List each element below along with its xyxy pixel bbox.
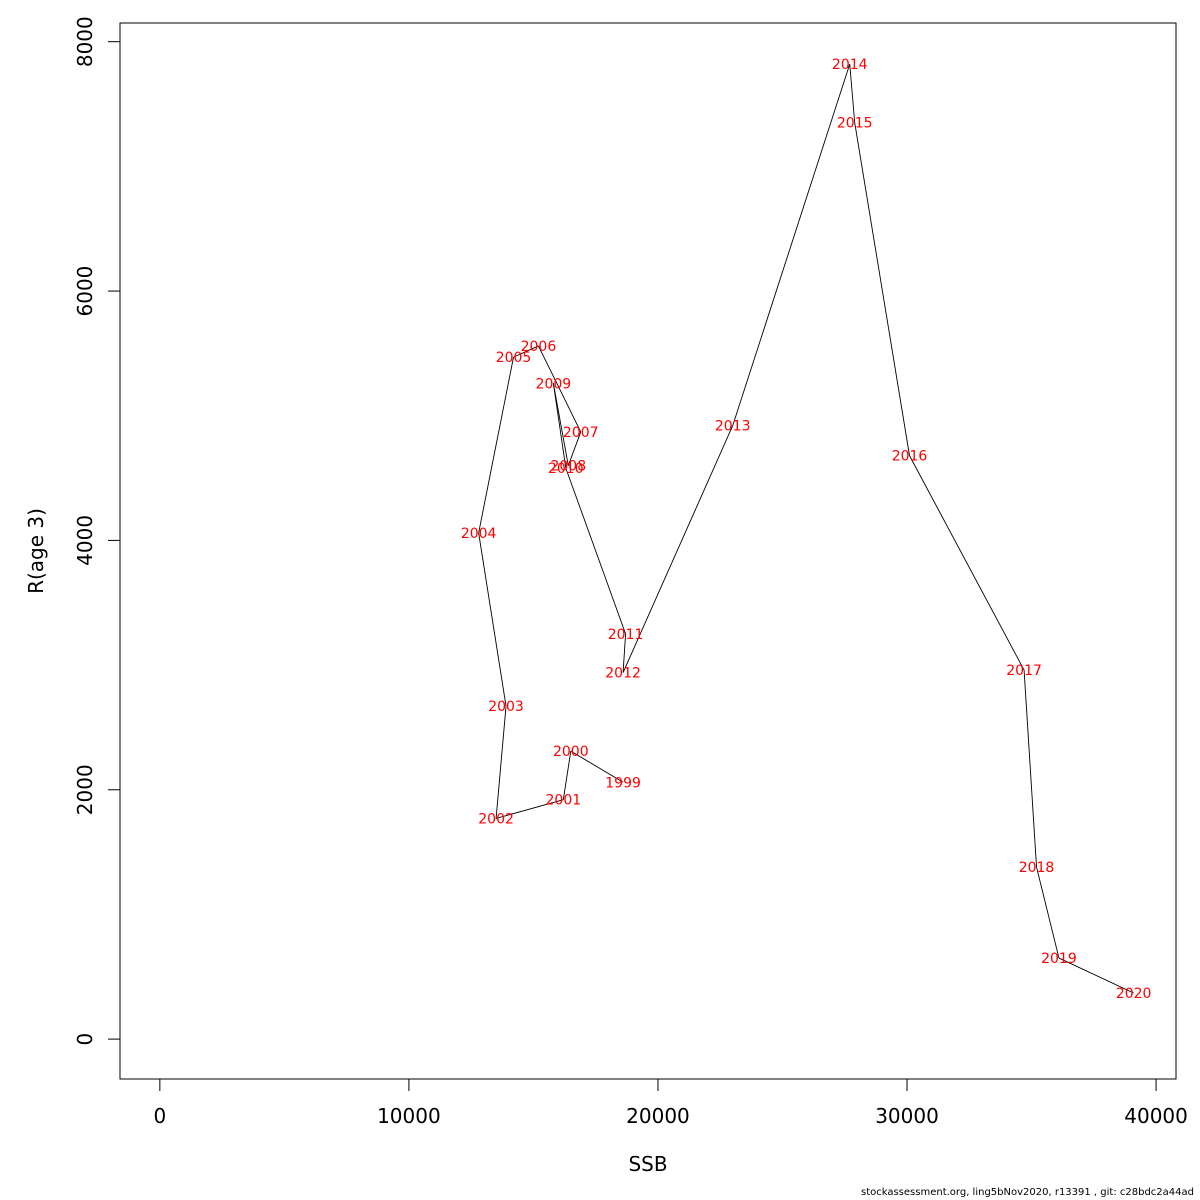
point-label: 2017 [1006, 663, 1042, 679]
path-segment [570, 750, 624, 783]
point-label: 2008 [550, 459, 586, 475]
point-label: 2010 [548, 461, 584, 477]
y-tick-label: 6000 [73, 266, 97, 317]
point-label: 2015 [837, 116, 873, 132]
path-segment [732, 64, 851, 426]
path-segment [622, 425, 734, 673]
point-label: 2016 [892, 449, 928, 465]
y-tick-label: 4000 [73, 515, 97, 566]
x-tick-label: 0 [153, 1104, 166, 1128]
point-label: 2005 [496, 350, 532, 366]
y-tick-label: 2000 [73, 764, 97, 815]
footer-credit: stockassessment.org, ling5bNov2020, r133… [860, 1187, 1194, 1198]
point-label: 2009 [536, 376, 572, 392]
path-segment [849, 64, 856, 123]
path-segment [854, 122, 910, 456]
point-label: 2003 [488, 699, 524, 715]
x-tick-label: 30000 [875, 1104, 939, 1128]
plot-frame [119, 22, 1177, 1080]
point-label: 2019 [1041, 951, 1077, 967]
path-segment [622, 633, 627, 673]
y-axis: 0 2000 4000 6000 8000 [73, 16, 121, 1046]
path-segment [909, 455, 1025, 671]
point-label: 2002 [478, 811, 514, 827]
path-segment [478, 357, 514, 534]
path-segment [513, 345, 539, 358]
path-segment [562, 751, 572, 800]
series-path [478, 64, 1134, 994]
path-segment [1036, 866, 1060, 959]
point-label: 2006 [521, 339, 557, 355]
point-label: 2014 [832, 57, 868, 73]
y-axis-title: R(age 3) [24, 508, 48, 594]
path-segment [565, 467, 627, 635]
path-segment [552, 383, 567, 469]
path-segment [567, 431, 582, 466]
point-label: 2020 [1116, 986, 1152, 1002]
path-segment [495, 706, 507, 819]
x-tick-label: 20000 [626, 1104, 690, 1128]
path-segment [538, 345, 582, 433]
point-label: 2004 [461, 526, 497, 542]
path-segment [1058, 957, 1134, 994]
path-segment [552, 383, 569, 466]
path-segment [1023, 670, 1037, 868]
path-segment [478, 532, 507, 707]
x-tick-label: 10000 [377, 1104, 441, 1128]
point-label: 2013 [715, 419, 751, 435]
point-label: 2001 [546, 793, 582, 809]
point-label: 2018 [1019, 860, 1055, 876]
path-segment [495, 799, 564, 819]
point-label: 1999 [605, 775, 641, 791]
y-tick-label: 8000 [73, 16, 97, 67]
point-label: 2011 [608, 627, 644, 643]
point-label: 2012 [605, 666, 641, 682]
x-axis: 0 10000 20000 30000 40000 [153, 1078, 1188, 1128]
point-label: 2000 [553, 744, 589, 760]
x-tick-label: 40000 [1124, 1104, 1188, 1128]
point-label: 2007 [563, 425, 599, 441]
y-tick-label: 0 [73, 1033, 97, 1046]
x-axis-title: SSB [628, 1152, 667, 1176]
